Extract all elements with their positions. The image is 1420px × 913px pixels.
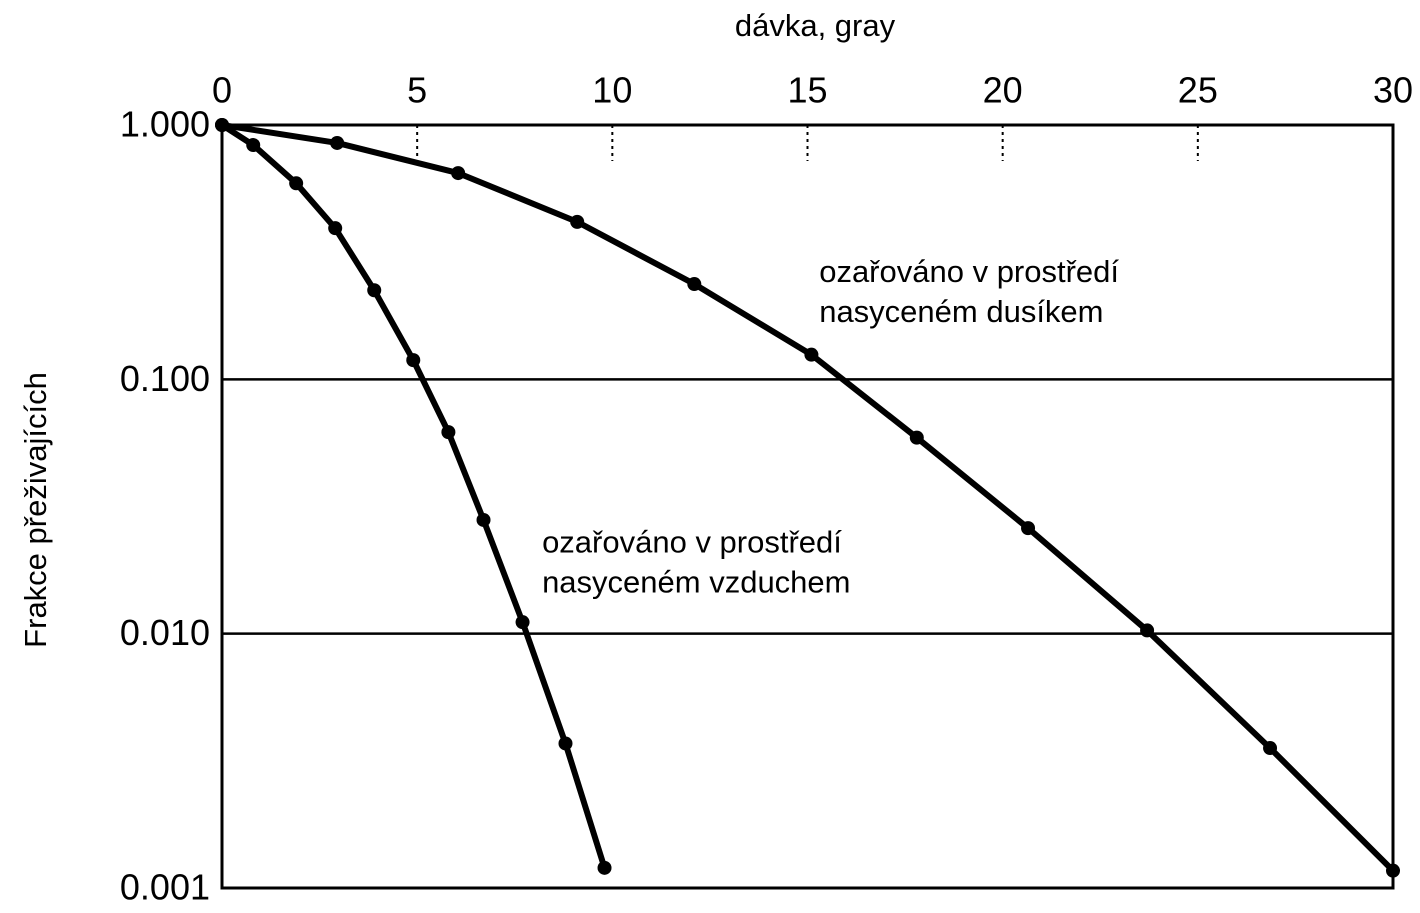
data-point bbox=[441, 425, 456, 440]
data-point bbox=[597, 860, 612, 875]
data-point bbox=[406, 353, 421, 368]
data-point bbox=[476, 512, 491, 527]
data-point bbox=[330, 135, 345, 150]
data-point bbox=[1021, 521, 1036, 536]
y-tick-label: 0.001 bbox=[120, 867, 210, 908]
plot-frame bbox=[220, 123, 1395, 890]
data-point bbox=[215, 118, 229, 132]
data-point bbox=[289, 176, 304, 191]
data-point bbox=[246, 138, 261, 153]
x-tick-label: 15 bbox=[787, 70, 827, 111]
data-point bbox=[328, 221, 343, 236]
data-point bbox=[515, 615, 530, 630]
annotation: nasyceném dusíkem bbox=[819, 294, 1103, 329]
data-point bbox=[367, 283, 382, 298]
y-axis-title: Frakce přeživajících bbox=[18, 372, 53, 648]
x-tick-label: 20 bbox=[983, 70, 1023, 111]
data-point bbox=[558, 736, 573, 751]
data-point bbox=[451, 166, 466, 181]
data-point bbox=[1140, 623, 1155, 638]
data-point bbox=[909, 430, 924, 445]
data-point bbox=[570, 214, 585, 229]
series-line bbox=[220, 122, 608, 869]
x-tick-label: 5 bbox=[407, 70, 427, 111]
annotation: nasyceném vzduchem bbox=[542, 564, 850, 599]
y-tick-label: 1.000 bbox=[120, 104, 210, 145]
x-tick-label: 10 bbox=[592, 70, 632, 111]
x-tick-label: 25 bbox=[1178, 70, 1218, 111]
x-tick-label: 0 bbox=[212, 70, 232, 111]
x-tick-label: 30 bbox=[1373, 70, 1413, 111]
series-line bbox=[221, 122, 1396, 873]
data-point bbox=[1386, 863, 1400, 878]
data-point bbox=[687, 277, 702, 292]
data-point bbox=[804, 347, 819, 362]
annotation: ozařováno v prostředí bbox=[819, 254, 1119, 289]
annotation: ozařováno v prostředí bbox=[542, 524, 842, 559]
y-tick-label: 0.010 bbox=[120, 612, 210, 653]
y-tick-label: 0.100 bbox=[120, 358, 210, 399]
x-axis-title: dávka, gray bbox=[735, 8, 896, 43]
data-point bbox=[1263, 741, 1278, 756]
